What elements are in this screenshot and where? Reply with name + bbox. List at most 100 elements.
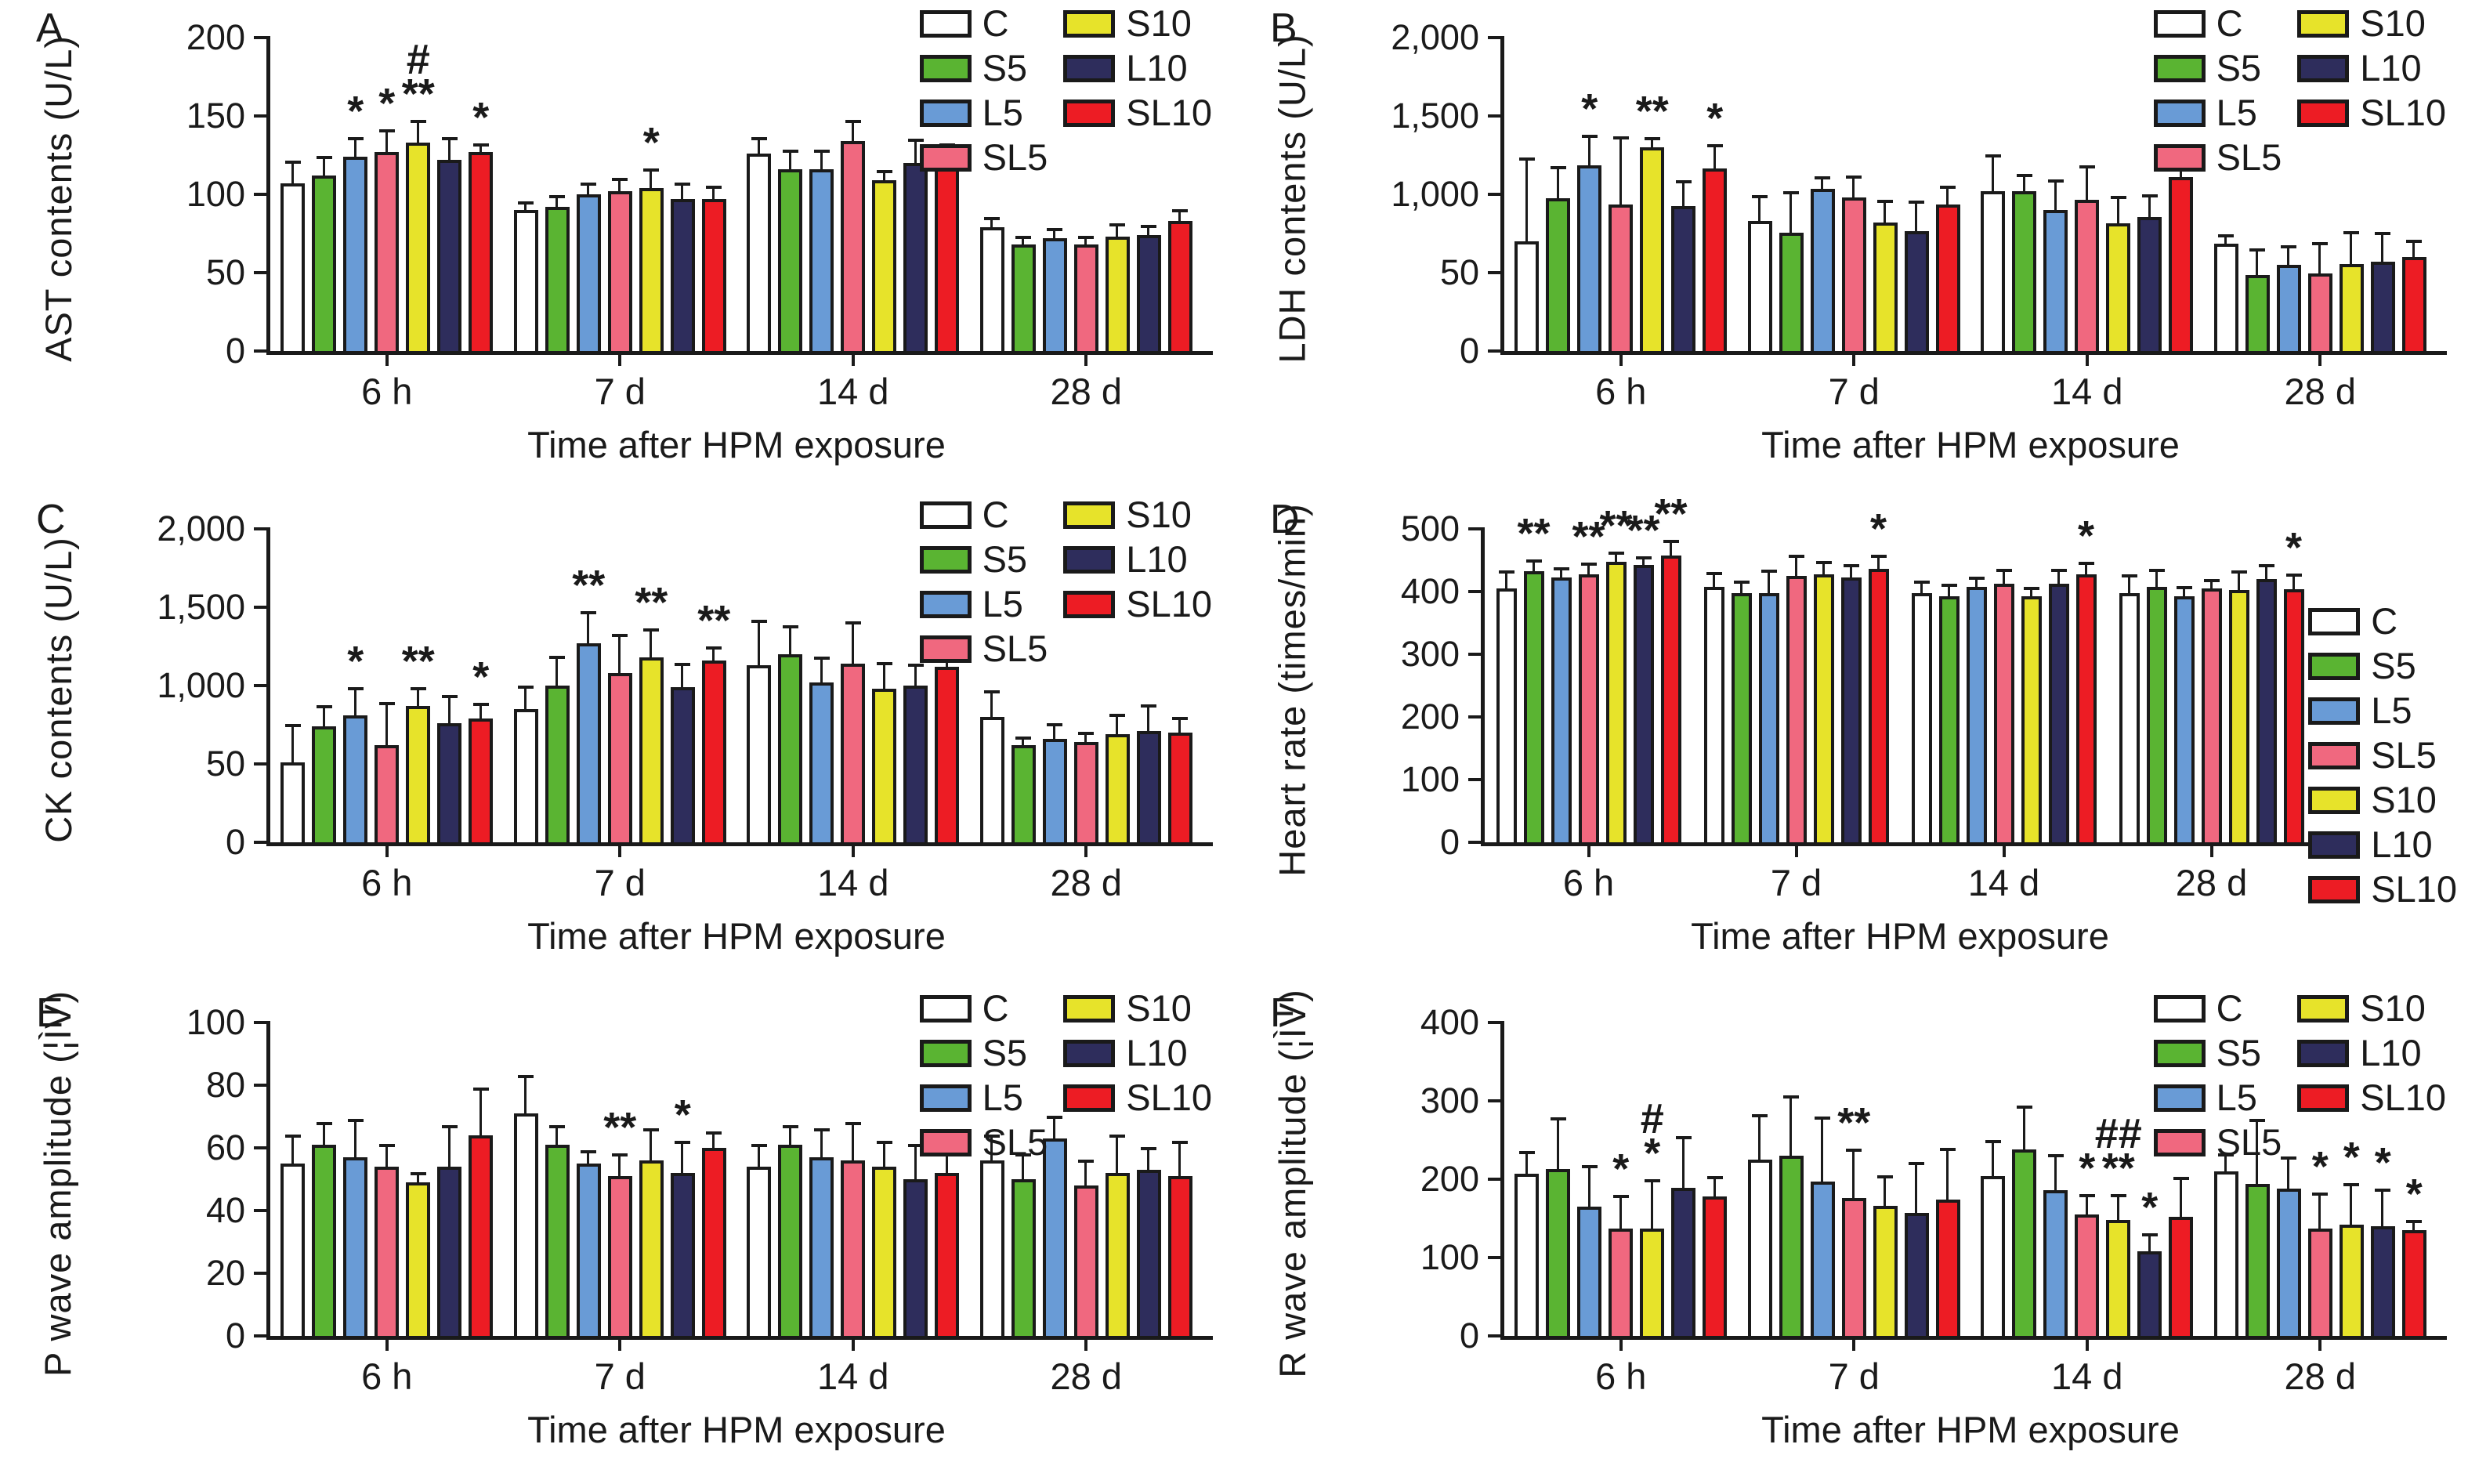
legend-label-C: C	[982, 2, 1009, 44]
error-bar-cap	[1498, 570, 1514, 574]
bar-SL10-7d	[701, 661, 726, 845]
x-tick	[2318, 1340, 2322, 1351]
error-bar-line	[2209, 579, 2213, 588]
bar-SL5-14d	[1993, 583, 2014, 845]
bar-SL10-28d	[1167, 1176, 1192, 1339]
error-bar-cap	[2218, 234, 2235, 237]
error-bar-cap	[2375, 232, 2391, 235]
legend-label-SL5: SL5	[2216, 136, 2282, 178]
bar-C-28d	[979, 1160, 1004, 1339]
bar-S10-7d	[1873, 223, 1898, 354]
y-tick	[1488, 1099, 1500, 1102]
legend: C S5 L5 SL5 S10 L10 SL10	[2153, 988, 2446, 1163]
bar-S10-14d	[872, 689, 897, 845]
significance-mark: **	[635, 579, 668, 626]
x-tick-label: 14 d	[817, 371, 889, 412]
bar-C-28d	[979, 227, 1004, 354]
error-bar-cap	[2079, 165, 2095, 168]
x-tick	[2002, 846, 2006, 857]
legend-label-L10: L10	[2360, 1032, 2422, 1073]
error-bar-cap	[751, 137, 767, 140]
legend-item-L5: L5	[919, 1077, 1048, 1118]
x-tick-label: 6 h	[361, 862, 413, 903]
bar-SL5-7d	[1841, 1198, 1866, 1339]
error-bar-cap	[1015, 1153, 1032, 1156]
error-bar-cap	[612, 178, 628, 181]
y-tick	[254, 193, 266, 196]
error-bar-cap	[675, 1141, 691, 1144]
error-bar-cap	[2281, 245, 2297, 248]
error-bar-cap	[1663, 540, 1679, 544]
legend-item-L10: L10	[2308, 824, 2457, 865]
bar-L5-28d	[2276, 1189, 2301, 1339]
error-bar-line	[1991, 1141, 1994, 1176]
error-bar-line	[1822, 562, 1825, 575]
error-bar-cap	[2173, 1177, 2189, 1180]
error-bar-cap	[2375, 1189, 2391, 1192]
bar-S10-28d	[1105, 237, 1130, 354]
error-bar-line	[1681, 1137, 1685, 1188]
legend-item-L10: L10	[1063, 539, 1212, 580]
bar-SL10-6h	[1703, 1196, 1728, 1339]
bar-S5-6h	[1546, 1169, 1571, 1339]
error-bar-cap	[2218, 1153, 2235, 1156]
error-bar-line	[447, 138, 451, 160]
y-tick-label: 0	[1439, 822, 1460, 862]
legend-swatch-L5	[2153, 1084, 2206, 1112]
error-bar-line	[1525, 158, 1528, 241]
error-bar-cap	[441, 137, 458, 140]
error-bar-cap	[2249, 248, 2266, 252]
bar-C-28d	[2119, 592, 2140, 845]
bar-SL5-6h	[375, 152, 400, 354]
y-tick	[254, 527, 266, 530]
y-axis-line	[266, 36, 270, 354]
error-bar-line	[2412, 241, 2416, 257]
x-tick-label: 14 d	[2051, 1356, 2123, 1397]
legend-swatch-L10	[1063, 545, 1116, 574]
legend-label-SL10: SL10	[2360, 1077, 2446, 1118]
y-tick-label: 50	[1439, 252, 1479, 292]
legend-swatch-SL5	[919, 1128, 972, 1156]
y-tick-label: 1,000	[1391, 174, 1479, 214]
legend-label-S5: S5	[2216, 47, 2262, 89]
error-bar-line	[882, 663, 885, 689]
legend-label-SL5: SL5	[2216, 1121, 2282, 1163]
legend-label-S10: S10	[1126, 2, 1192, 44]
bar-SL5-14d	[841, 1160, 866, 1339]
bar-SL5-28d	[1073, 1185, 1098, 1339]
y-tick	[254, 349, 266, 353]
bar-SL5-14d	[841, 141, 866, 354]
bar-S10-14d	[2106, 1220, 2131, 1339]
bar-L5-14d	[809, 169, 834, 354]
x-tick-label: 6 h	[1595, 1356, 1647, 1397]
x-tick-label: 7 d	[594, 862, 646, 903]
legend-column-2: S10 L10 SL10	[1063, 3, 1212, 178]
significance-mark: *	[2141, 1184, 2159, 1231]
error-bar-line	[1852, 1149, 1855, 1198]
bar-C-6h	[280, 762, 306, 845]
legend-label-S5: S5	[982, 47, 1028, 89]
error-bar-line	[1587, 1166, 1590, 1207]
error-bar-cap	[1550, 166, 1566, 169]
x-tick	[1852, 1340, 1856, 1351]
legend-swatch-C	[2153, 994, 2206, 1023]
significance-mark: **	[1837, 1099, 1871, 1146]
error-bar-line	[1587, 563, 1590, 575]
y-tick-label: 50	[205, 252, 245, 292]
significance-mark: *	[2343, 1134, 2360, 1181]
error-bar-cap	[581, 611, 597, 614]
error-bar-cap	[2258, 564, 2274, 568]
bar-S10-6h	[406, 706, 431, 845]
error-bar-line	[1619, 1196, 1622, 1229]
legend-item-SL5: SL5	[2153, 136, 2282, 178]
bar-L10-6h	[437, 723, 462, 845]
x-tick-label: 14 d	[817, 862, 889, 903]
bar-C-7d	[1747, 1160, 1772, 1339]
legend-swatch-L10	[2297, 1039, 2350, 1067]
error-bar-line	[788, 626, 791, 654]
y-tick	[254, 606, 266, 609]
error-bar-cap	[706, 186, 722, 189]
error-bar-cap	[2141, 194, 2158, 197]
bar-C-6h	[1496, 588, 1517, 845]
error-bar-cap	[2343, 231, 2360, 234]
